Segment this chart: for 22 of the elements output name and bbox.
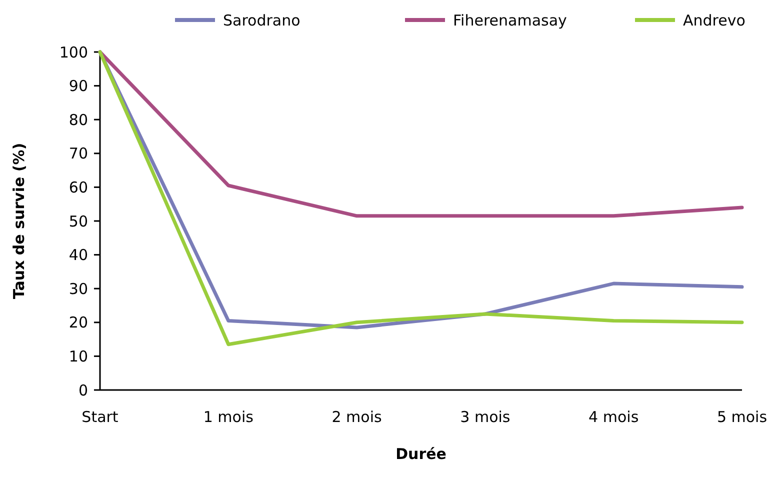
legend-label: Andrevo bbox=[683, 11, 746, 30]
y-tick-label: 30 bbox=[68, 280, 88, 298]
y-tick-label: 80 bbox=[68, 110, 88, 129]
y-tick-label: 50 bbox=[68, 212, 88, 230]
y-tick-label: 70 bbox=[68, 144, 88, 163]
x-tick-label: Start bbox=[82, 408, 118, 426]
x-tick-label: 1 mois bbox=[203, 408, 254, 426]
y-axis-title: Taux de survie (%) bbox=[10, 142, 28, 300]
y-tick-label: 40 bbox=[68, 246, 88, 264]
y-tick-label: 20 bbox=[68, 314, 88, 332]
y-tick-label: 10 bbox=[68, 347, 88, 366]
legend-label: Fiherenamasay bbox=[453, 11, 568, 30]
x-tick-label: 4 mois bbox=[588, 408, 639, 426]
legend-label: Sarodrano bbox=[223, 11, 300, 30]
x-tick-label: 2 mois bbox=[332, 408, 382, 426]
x-axis-title: Durée bbox=[396, 445, 446, 463]
y-tick-label: 100 bbox=[59, 43, 88, 62]
y-tick-label: 90 bbox=[68, 77, 88, 96]
y-tick-label: 60 bbox=[68, 178, 88, 196]
x-tick-label: 3 mois bbox=[460, 408, 510, 426]
y-tick-label: 0 bbox=[78, 381, 88, 400]
x-tick-label: 5 mois bbox=[716, 408, 768, 426]
